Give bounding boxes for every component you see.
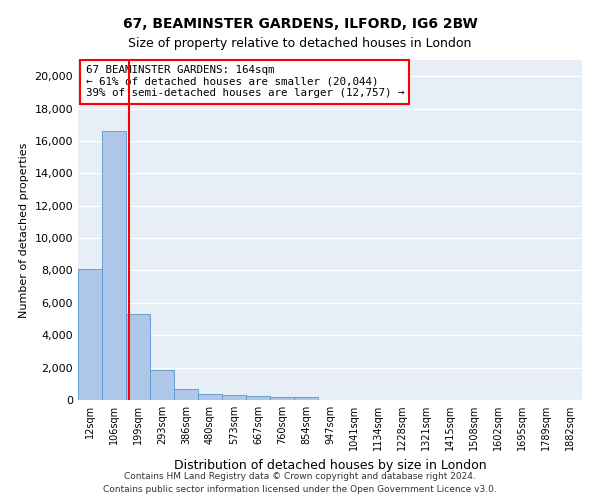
Bar [102,131,126,400]
Bar [294,397,318,400]
Bar [78,269,102,400]
Y-axis label: Number of detached properties: Number of detached properties [19,142,29,318]
Bar [222,396,246,400]
Text: Size of property relative to detached houses in London: Size of property relative to detached ho… [128,38,472,51]
Text: 67, BEAMINSTER GARDENS, ILFORD, IG6 2BW: 67, BEAMINSTER GARDENS, ILFORD, IG6 2BW [122,18,478,32]
Bar [246,396,270,400]
Text: Contains public sector information licensed under the Open Government Licence v3: Contains public sector information licen… [103,485,497,494]
Bar [198,394,222,400]
Bar [126,314,150,400]
Bar [270,396,294,400]
Bar [150,370,174,400]
Text: 67 BEAMINSTER GARDENS: 164sqm
← 61% of detached houses are smaller (20,044)
39% : 67 BEAMINSTER GARDENS: 164sqm ← 61% of d… [86,65,404,98]
Text: Contains HM Land Registry data © Crown copyright and database right 2024.: Contains HM Land Registry data © Crown c… [124,472,476,481]
X-axis label: Distribution of detached houses by size in London: Distribution of detached houses by size … [173,458,487,471]
Bar [174,388,198,400]
